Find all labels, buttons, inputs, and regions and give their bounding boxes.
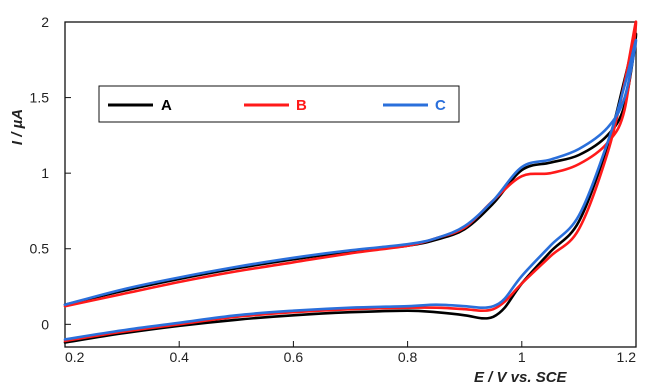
y-tick-label: 0 (41, 316, 49, 332)
series-line-b (63, 20, 638, 343)
axis-tick-labels: 0.2 0.4 0.6 0.8 1 1.2 0 0.5 1 1.5 2 (30, 14, 637, 365)
y-axis-title: I / µA (9, 109, 26, 145)
x-tick-label: 0.6 (284, 349, 304, 365)
legend: A B C (98, 85, 460, 123)
axis-ticks (64, 21, 637, 347)
legend-label-c: C (435, 97, 446, 114)
legend-label-a: A (161, 97, 172, 114)
x-tick-label: 0.4 (169, 349, 189, 365)
series-line-a (63, 32, 638, 344)
y-tick-label: 2 (41, 14, 49, 30)
series-lines (63, 20, 638, 344)
y-tick-label: 1.5 (30, 90, 50, 106)
x-tick-label: 1.2 (617, 349, 637, 365)
legend-label-b: B (296, 97, 307, 114)
x-axis-title: E / V vs. SCE (474, 369, 568, 386)
y-tick-label: 1 (41, 165, 49, 181)
y-tick-label: 0.5 (30, 241, 50, 257)
series-line-c (63, 38, 638, 341)
x-tick-label: 0.2 (65, 349, 85, 365)
x-tick-label: 1 (518, 349, 526, 365)
plot-frame (64, 21, 637, 348)
x-tick-label: 0.8 (398, 349, 418, 365)
